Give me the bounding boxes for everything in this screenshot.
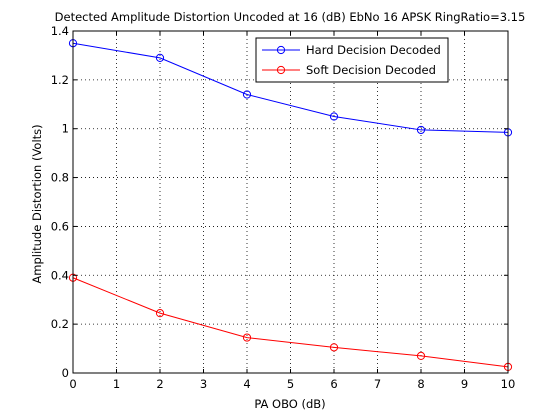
legend-swatch-marker <box>276 65 286 75</box>
data-point <box>155 309 165 318</box>
x-tick-label: 6 <box>330 377 337 391</box>
y-tick-label: 0.2 <box>51 317 69 331</box>
x-tick-label: 2 <box>156 377 163 391</box>
plot-area: 0 1 2 3 4 5 6 7 8 9 10 0 0.2 0.4 0.6 0.8 1 1.2 1.4 <box>51 24 516 391</box>
legend-box <box>255 37 449 83</box>
data-point <box>329 343 339 352</box>
y-tick-label: 0.6 <box>51 219 69 233</box>
x-tick-label: 3 <box>200 377 207 391</box>
x-axis-label: PA OBO (dB) <box>254 397 325 411</box>
legend: Hard Decision Decoded Soft Decision Decod… <box>255 37 449 83</box>
data-point <box>416 351 426 360</box>
legend-label: Hard Decision Decoded <box>306 43 441 57</box>
y-tick-label: 0.4 <box>51 268 69 282</box>
y-tick-label: 0 <box>62 366 69 380</box>
x-tick-label: 8 <box>417 377 424 391</box>
axis-ticks: 0 1 2 3 4 5 6 7 8 9 10 0 0.2 0.4 0.6 0.8 1 1.2 1.4 <box>51 24 516 391</box>
x-tick-label: 7 <box>374 377 381 391</box>
x-tick-label: 0 <box>69 377 76 391</box>
data-point <box>242 90 252 99</box>
y-tick-label: 1.4 <box>51 24 69 38</box>
y-tick-label: 1.2 <box>51 73 69 87</box>
series-line <box>72 277 509 368</box>
y-tick-label: 1 <box>62 122 69 136</box>
grid <box>73 31 508 373</box>
data-point <box>155 53 165 62</box>
x-tick-label: 1 <box>113 377 120 391</box>
data-point <box>329 112 339 121</box>
y-axis-label: Amplitude Distortion (Volts) <box>30 124 44 283</box>
series-line <box>72 42 509 133</box>
legend-swatch-marker <box>276 45 286 55</box>
legend-label: Soft Decision Decoded <box>306 63 436 77</box>
x-tick-label: 5 <box>287 377 294 391</box>
chart-title: Detected Amplitude Distortion Uncoded at… <box>55 10 526 24</box>
series-1 <box>68 273 513 371</box>
data-point <box>416 125 426 135</box>
x-tick-label: 9 <box>461 377 468 391</box>
x-tick-label: 10 <box>501 377 516 391</box>
data-point <box>242 333 252 342</box>
y-tick-label: 0.8 <box>51 171 69 185</box>
x-tick-label: 4 <box>243 377 250 391</box>
